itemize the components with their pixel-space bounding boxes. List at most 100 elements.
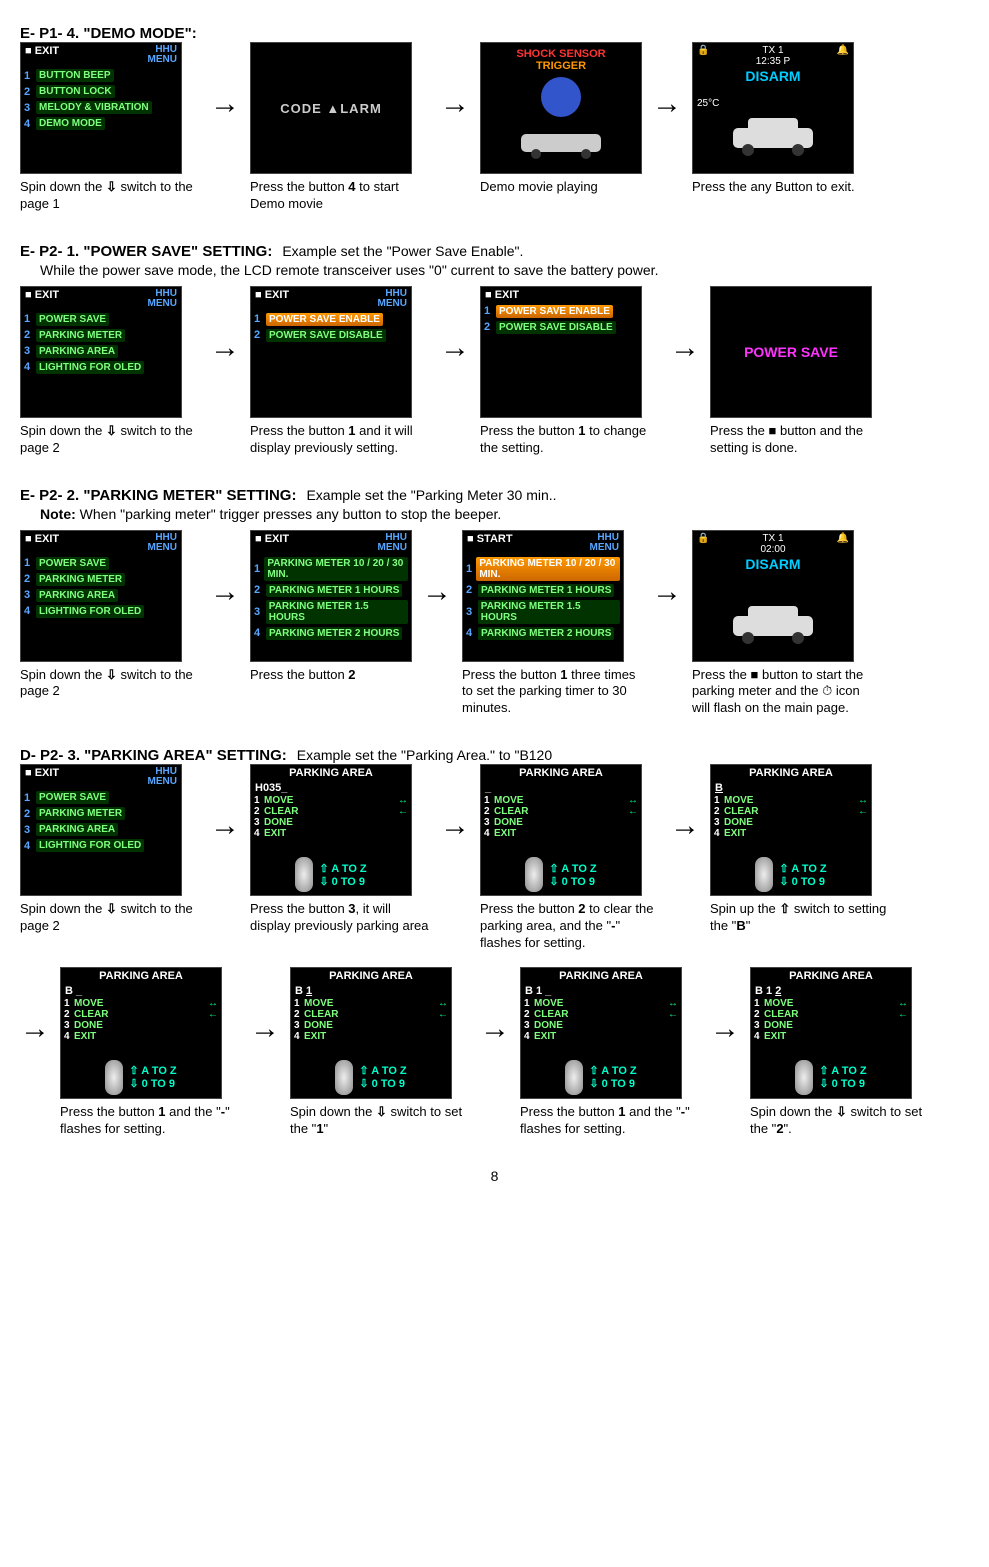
pa-menu-item: 1MOVE↔	[754, 998, 908, 1009]
arrow-icon: →	[210, 764, 240, 843]
lcd-screen: ■ EXIT1POWER SAVE ENABLE2POWER SAVE DISA…	[480, 286, 642, 418]
menu-item: 3PARKING METER 1.5 HOURS	[463, 599, 623, 625]
step-caption: Spin down the switch to the page 1	[20, 179, 200, 213]
menu-item: 2PARKING METER 1 HOURS	[251, 583, 411, 598]
knob-icon	[565, 1060, 583, 1095]
pa-header: PARKING AREA	[521, 968, 681, 984]
knob-icon	[755, 857, 773, 892]
section-pa-example: Example set the "Parking Area." to "B120	[297, 747, 552, 763]
menu-item: 3PARKING AREA	[21, 822, 181, 837]
up-icon	[779, 901, 790, 916]
step-caption: Press the button 4 to start Demo movie	[250, 179, 430, 213]
menu-item: 4LIGHTING FOR OLED	[21, 838, 181, 853]
arrow-icon: →	[250, 967, 280, 1046]
step-caption: Spin down the switch to set the "1"	[290, 1104, 470, 1138]
pa-menu-item: 2CLEAR←	[254, 806, 408, 817]
lcd-screen: PARKING AREAB 11MOVE↔2CLEAR←3DONE4EXIT⇧ …	[290, 967, 452, 1099]
menu-item: 2PARKING METER	[21, 328, 181, 343]
hhu-label: HHUMENU	[590, 533, 619, 553]
lcd-screen: PARKING AREAB 1 _1MOVE↔2CLEAR←3DONE4EXIT…	[520, 967, 682, 1099]
pa-menu-item: 3DONE	[484, 817, 638, 828]
section-ps-subtitle: While the power save mode, the LCD remot…	[40, 262, 969, 278]
menu-item: 4PARKING METER 2 HOURS	[251, 626, 411, 641]
pa-header: PARKING AREA	[61, 968, 221, 984]
pa-menu-item: 1MOVE↔	[294, 998, 448, 1009]
az-label: ⇧ A TO Z	[129, 1064, 176, 1077]
pa-menu-item: 2CLEAR←	[294, 1009, 448, 1020]
section-pa-title: D- P2- 3. "PARKING AREA" SETTING:	[20, 747, 287, 764]
pa-menu-item: 1MOVE↔	[524, 998, 678, 1009]
section-pm-note: Note: When "parking meter" trigger press…	[40, 506, 969, 522]
hhu-label: HHUMENU	[148, 45, 177, 65]
pa-header: PARKING AREA	[711, 765, 871, 781]
menu-item: 3MELODY & VIBRATION	[21, 100, 181, 115]
pa-menu-item: 4EXIT	[294, 1031, 448, 1042]
shock-label: SHOCK SENSOR	[481, 48, 641, 60]
pa-header: PARKING AREA	[291, 968, 451, 984]
pa-menu-item: 3DONE	[524, 1020, 678, 1031]
lcd-screen: ■ EXITHHUMENU1POWER SAVE2PARKING METER3P…	[20, 764, 182, 896]
lcd-screen: PARKING AREAB _1MOVE↔2CLEAR←3DONE4EXIT⇧ …	[60, 967, 222, 1099]
arrow-icon: →	[652, 42, 682, 121]
step-caption: Press the button 2	[250, 667, 356, 684]
arrow-icon: →	[20, 967, 50, 1046]
step-caption: Spin down the switch to the page 2	[20, 423, 200, 457]
pa-menu-item: 1MOVE↔	[714, 795, 868, 806]
clock-icon	[822, 683, 832, 698]
arrow-icon: →	[440, 286, 470, 365]
lcd-screen: ■ EXITHHUMENU1POWER SAVE2PARKING METER3P…	[20, 530, 182, 662]
pa-input: _	[481, 781, 641, 795]
section-demo-title: E- P1- 4. "DEMO MODE":	[20, 25, 969, 42]
nums-label: ⇩ 0 TO 9	[129, 1077, 176, 1090]
menu-item: 1POWER SAVE ENABLE	[481, 304, 641, 319]
arrow-icon: →	[710, 967, 740, 1046]
square-icon	[751, 667, 759, 682]
exit-label: ■ EXIT	[255, 289, 289, 309]
lcd-screen: PARKING AREAB1MOVE↔2CLEAR←3DONE4EXIT⇧ A …	[710, 764, 872, 896]
menu-item: 4PARKING METER 2 HOURS	[463, 626, 623, 641]
pa-menu-item: 3DONE	[714, 817, 868, 828]
pa-menu-item: 2CLEAR←	[754, 1009, 908, 1020]
square-icon	[769, 423, 777, 438]
exit-label: ■ EXIT	[25, 767, 59, 787]
menu-item: 4DEMO MODE	[21, 116, 181, 131]
menu-item: 1POWER SAVE ENABLE	[251, 312, 411, 327]
lcd-screen: CODE ▲LARM	[250, 42, 412, 174]
menu-item: 3PARKING AREA	[21, 588, 181, 603]
exit-label: ■ EXIT	[485, 289, 519, 301]
pa-menu-item: 2CLEAR←	[714, 806, 868, 817]
powersave-label: POWER SAVE	[711, 287, 871, 417]
menu-item: 2PARKING METER 1 HOURS	[463, 583, 623, 598]
menu-item: 1PARKING METER 10 / 20 / 30 MIN.	[251, 556, 411, 582]
knob-icon	[295, 857, 313, 892]
car-icon	[723, 601, 823, 646]
section-ps-example: Example set the "Power Save Enable".	[282, 243, 523, 259]
pa-menu-item: 1MOVE↔	[254, 795, 408, 806]
pa-input: B 1	[291, 984, 451, 998]
az-label: ⇧ A TO Z	[549, 862, 596, 875]
step-caption: Spin up the switch to setting the "B"	[710, 901, 890, 935]
menu-item: 1POWER SAVE	[21, 556, 181, 571]
step-caption: Press the button 1 and the "-" flashes f…	[520, 1104, 700, 1138]
az-label: ⇧ A TO Z	[779, 862, 826, 875]
lcd-screen: POWER SAVE	[710, 286, 872, 418]
lcd-screen: SHOCK SENSORTRIGGER	[480, 42, 642, 174]
disarm-label: DISARM	[693, 556, 853, 572]
pa-menu-item: 2CLEAR←	[484, 806, 638, 817]
menu-item: 1POWER SAVE	[21, 790, 181, 805]
down-icon	[106, 179, 117, 194]
pa-menu-item: 1MOVE↔	[64, 998, 218, 1009]
exit-label: ■ EXIT	[25, 533, 59, 553]
menu-item: 2POWER SAVE DISABLE	[251, 328, 411, 343]
menu-item: 4LIGHTING FOR OLED	[21, 604, 181, 619]
menu-item: 2BUTTON LOCK	[21, 84, 181, 99]
pa-menu-item: 4EXIT	[524, 1031, 678, 1042]
pa-menu-item: 4EXIT	[254, 828, 408, 839]
pa-menu-item: 1MOVE↔	[484, 795, 638, 806]
pa-menu-item: 4EXIT	[714, 828, 868, 839]
step-caption: Press the button 1 to change the setting…	[480, 423, 660, 457]
arrow-icon: →	[210, 530, 240, 609]
menu-item: 1POWER SAVE	[21, 312, 181, 327]
exit-label: ■ EXIT	[25, 45, 59, 65]
pa-input: B _	[61, 984, 221, 998]
